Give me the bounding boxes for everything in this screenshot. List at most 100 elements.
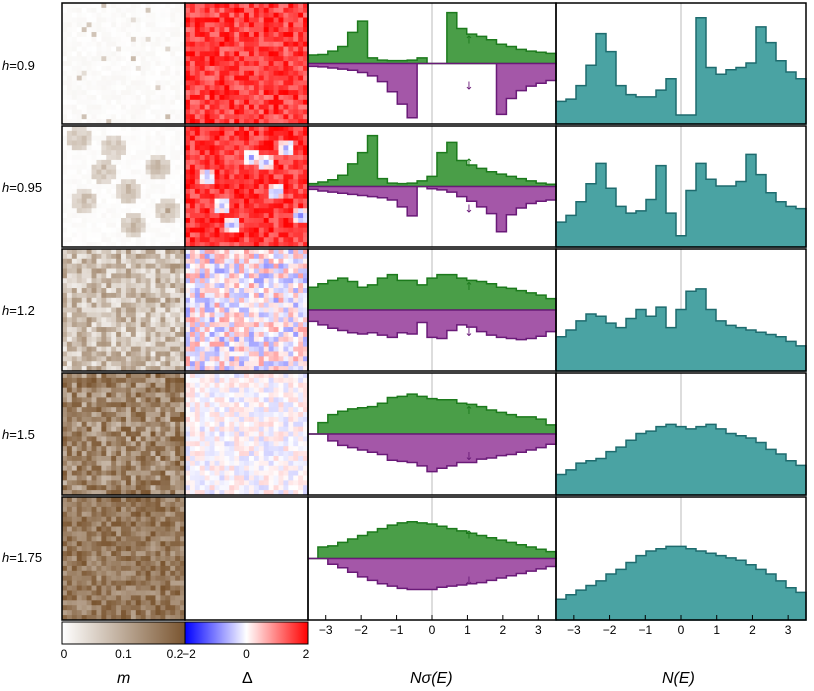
heatmap-m-cell xyxy=(81,278,87,284)
heatmap-m-cell xyxy=(150,119,156,125)
heatmap-m-cell xyxy=(175,331,181,338)
heatmap-delta-cell xyxy=(229,164,235,170)
heatmap-m-cell xyxy=(165,446,171,452)
heatmap-delta-cell xyxy=(224,61,230,67)
heatmap-delta-cell xyxy=(303,130,309,137)
heatmap-delta-cell xyxy=(244,56,250,62)
heatmap-m-cell xyxy=(135,3,142,9)
heatmap-m-cell xyxy=(91,480,97,486)
heatmap-delta-cell xyxy=(204,356,210,362)
heatmap-m-cell xyxy=(130,327,137,333)
heatmap-delta-cell xyxy=(253,421,260,428)
heatmap-delta-cell xyxy=(263,475,270,481)
heatmap-m-cell xyxy=(175,70,181,76)
heatmap-m-cell xyxy=(170,242,176,248)
heatmap-m-cell xyxy=(125,407,132,413)
heatmap-m-cell xyxy=(111,174,117,180)
heatmap-m-cell xyxy=(140,436,147,442)
heatmap-delta-cell xyxy=(303,56,309,62)
heatmap-m-cell xyxy=(91,387,97,393)
heatmap-m-cell xyxy=(155,387,161,393)
heatmap-m-cell xyxy=(155,480,161,486)
heatmap-m-cell xyxy=(96,109,102,115)
heatmap-m-cell xyxy=(165,480,171,486)
heatmap-m-cell xyxy=(125,336,132,343)
heatmap-m-cell xyxy=(71,130,78,137)
heatmap-delta-cell xyxy=(268,65,274,72)
heatmap-delta-cell xyxy=(219,114,225,120)
heatmap-delta-cell xyxy=(268,426,274,432)
heatmap-m-cell xyxy=(135,70,142,76)
heatmap-m-cell xyxy=(140,22,147,28)
heatmap-m-cell xyxy=(125,22,132,28)
heatmap-m-cell xyxy=(180,184,186,190)
heatmap-delta-cell xyxy=(219,12,225,18)
heatmap-m-cell xyxy=(116,460,122,467)
heatmap-m-cell xyxy=(111,322,117,328)
heatmap-delta-cell xyxy=(283,382,289,389)
heatmap-m-cell xyxy=(140,470,147,476)
heatmap-delta-cell xyxy=(189,397,196,403)
heatmap-delta-cell xyxy=(185,61,191,67)
heatmap-m-cell xyxy=(96,12,102,18)
heatmap-delta-cell xyxy=(189,475,196,481)
heatmap-m-cell xyxy=(86,70,92,76)
heatmap-m-cell xyxy=(76,237,83,243)
heatmap-delta-cell xyxy=(248,51,255,57)
heatmap-m-cell xyxy=(111,421,117,428)
heatmap-delta-cell xyxy=(273,322,279,328)
heatmap-m-cell xyxy=(175,174,181,180)
heatmap-delta-cell xyxy=(234,22,240,28)
heatmap-m-cell xyxy=(160,193,166,199)
heatmap-delta-cell xyxy=(298,341,304,347)
heatmap-m-cell xyxy=(160,208,166,214)
heatmap-delta-cell xyxy=(189,278,196,284)
heatmap-delta-cell xyxy=(278,217,284,224)
heatmap-delta-cell xyxy=(298,217,304,224)
heatmap-m-cell xyxy=(130,65,137,72)
heatmap-m-cell xyxy=(91,451,97,457)
heatmap-m-cell xyxy=(165,12,171,18)
heatmap-m-cell xyxy=(130,382,137,389)
heatmap-delta-cell xyxy=(234,283,240,289)
heatmap-m-cell xyxy=(160,94,166,101)
heatmap-delta-cell xyxy=(194,99,201,106)
heatmap-delta-cell xyxy=(248,27,255,33)
heatmap-m-cell xyxy=(76,174,83,180)
heatmap-m-cell xyxy=(135,135,142,141)
heatmap-delta-cell xyxy=(194,140,201,146)
heatmap-delta-cell xyxy=(278,80,284,86)
heatmap-delta-cell xyxy=(293,292,299,299)
heatmap-delta-cell xyxy=(258,126,265,132)
heatmap-m-cell xyxy=(170,460,176,467)
heatmap-m-cell xyxy=(175,465,181,471)
heatmap-m-cell xyxy=(150,312,156,318)
heatmap-m-cell xyxy=(160,198,166,204)
heatmap-m-cell xyxy=(101,341,107,347)
heatmap-delta-cell xyxy=(234,421,240,428)
heatmap-delta-cell xyxy=(273,263,279,269)
heatmap-delta-cell xyxy=(258,351,265,357)
heatmap-delta-cell xyxy=(303,327,309,333)
heatmap-m-cell xyxy=(81,51,87,57)
heatmap-m-cell xyxy=(140,184,147,190)
heatmap-m-cell xyxy=(106,490,112,496)
heatmap-delta-cell xyxy=(189,159,196,166)
heatmap-m-cell xyxy=(160,237,166,243)
heatmap-delta-cell xyxy=(189,114,196,120)
heatmap-m-cell xyxy=(101,7,107,14)
heatmap-delta-cell xyxy=(293,451,299,457)
heatmap-m-cell xyxy=(155,56,161,62)
heatmap-delta-cell xyxy=(253,436,260,442)
heatmap-delta-cell xyxy=(288,361,294,367)
heatmap-delta-cell xyxy=(239,22,245,28)
heatmap-delta-cell xyxy=(268,150,274,156)
heatmap-delta-cell xyxy=(293,213,299,219)
heatmap-delta-cell xyxy=(244,51,250,57)
heatmap-delta-cell xyxy=(258,188,265,195)
heatmap-m-cell xyxy=(125,41,132,47)
heatmap-m-cell xyxy=(155,140,161,146)
heatmap-m-cell xyxy=(130,188,137,195)
heatmap-m-cell xyxy=(145,85,151,91)
heatmap-m-cell xyxy=(150,80,156,86)
